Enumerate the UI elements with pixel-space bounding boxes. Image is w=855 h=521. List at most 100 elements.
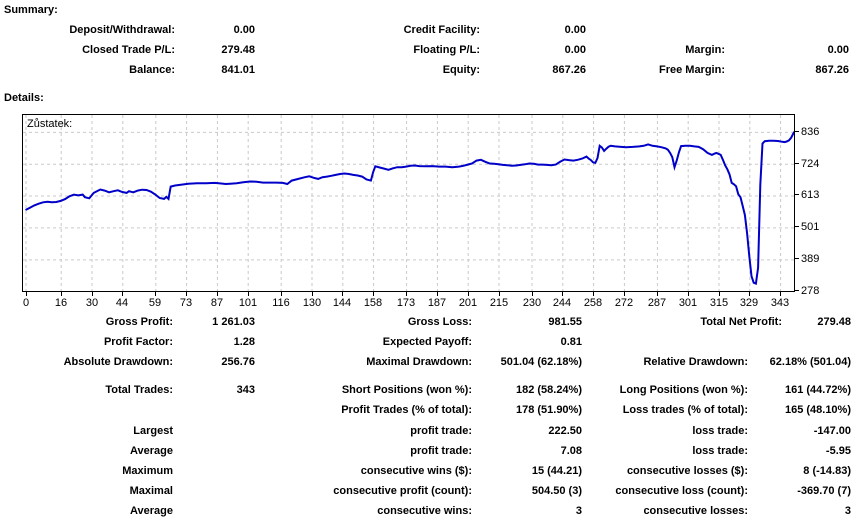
detail-value: 279.48 bbox=[817, 316, 851, 328]
y-tick-label: 278 bbox=[801, 285, 820, 297]
x-tick-label: 343 bbox=[770, 297, 790, 309]
x-tick-mark bbox=[624, 292, 625, 296]
detail-value: 343 bbox=[236, 384, 255, 396]
detail-label: Profit Trades (% of total): bbox=[341, 404, 472, 416]
detail-value: 178 (51.90%) bbox=[515, 404, 582, 416]
summary-value: 867.26 bbox=[815, 64, 849, 76]
detail-value: 222.50 bbox=[548, 425, 582, 437]
x-tick-label: 215 bbox=[489, 297, 509, 309]
x-tick-mark bbox=[749, 292, 750, 296]
summary-label: Floating P/L: bbox=[413, 44, 480, 56]
details-title: Details: bbox=[4, 92, 44, 104]
x-tick-label: 130 bbox=[302, 297, 322, 309]
x-tick-label: 59 bbox=[148, 297, 162, 309]
detail-label: Absolute Drawdown: bbox=[63, 356, 173, 368]
detail-value: 0.81 bbox=[560, 336, 582, 348]
y-tick-mark bbox=[795, 163, 799, 164]
summary-label: Deposit/Withdrawal: bbox=[69, 24, 175, 36]
detail-label: Total Net Profit: bbox=[700, 316, 782, 328]
summary-label: Free Margin: bbox=[658, 64, 725, 76]
detail-value: 504.50 (3) bbox=[531, 485, 582, 497]
summary-value: 279.48 bbox=[221, 44, 255, 56]
detail-label: profit trade: bbox=[410, 445, 472, 457]
x-tick-mark bbox=[437, 292, 438, 296]
x-tick-mark bbox=[122, 292, 123, 296]
detail-value: 165 (48.10%) bbox=[784, 404, 851, 416]
summary-label: Margin: bbox=[685, 44, 725, 56]
detail-label: Maximal Drawdown: bbox=[366, 356, 472, 368]
detail-label: consecutive losses ($): bbox=[626, 465, 748, 477]
detail-value: 981.55 bbox=[548, 316, 582, 328]
detail-label: Short Positions (won %): bbox=[341, 384, 472, 396]
y-tick-label: 724 bbox=[801, 158, 820, 170]
summary-value: 0.00 bbox=[564, 24, 586, 36]
y-tick-mark bbox=[795, 194, 799, 195]
x-tick-mark bbox=[468, 292, 469, 296]
detail-value: 3 bbox=[844, 505, 851, 517]
x-tick-mark bbox=[342, 292, 343, 296]
detail-value: 1.28 bbox=[233, 336, 255, 348]
x-tick-mark bbox=[186, 292, 187, 296]
x-tick-mark bbox=[373, 292, 374, 296]
x-tick-mark bbox=[719, 292, 720, 296]
detail-value: 182 (58.24%) bbox=[515, 384, 582, 396]
summary-label: Equity: bbox=[442, 64, 480, 76]
detail-value: 1 261.03 bbox=[212, 316, 255, 328]
detail-label: Maximal bbox=[129, 485, 173, 497]
x-tick-mark bbox=[657, 292, 658, 296]
detail-value: 256.76 bbox=[221, 356, 255, 368]
balance-chart-canvas bbox=[23, 115, 797, 291]
detail-label: consecutive wins ($): bbox=[360, 465, 472, 477]
y-tick-mark bbox=[795, 226, 799, 227]
x-tick-mark bbox=[248, 292, 249, 296]
x-tick-label: 101 bbox=[238, 297, 258, 309]
detail-label: Long Positions (won %): bbox=[619, 384, 748, 396]
detail-label: Total Trades: bbox=[105, 384, 173, 396]
x-tick-label: 116 bbox=[272, 297, 290, 309]
x-tick-label: 287 bbox=[647, 297, 667, 309]
detail-label: Profit Factor: bbox=[103, 336, 173, 348]
x-tick-mark bbox=[281, 292, 282, 296]
summary-value: 867.26 bbox=[552, 64, 586, 76]
detail-label: Loss trades (% of total): bbox=[622, 404, 748, 416]
x-tick-mark bbox=[688, 292, 689, 296]
detail-label: loss trade: bbox=[692, 425, 748, 437]
x-tick-label: 158 bbox=[363, 297, 383, 309]
detail-label: Expected Payoff: bbox=[382, 336, 472, 348]
x-tick-label: 187 bbox=[427, 297, 447, 309]
x-tick-label: 301 bbox=[678, 297, 698, 309]
x-tick-mark bbox=[61, 292, 62, 296]
x-tick-mark bbox=[499, 292, 500, 296]
summary-label: Credit Facility: bbox=[403, 24, 480, 36]
x-tick-mark bbox=[780, 292, 781, 296]
detail-label: consecutive profit (count): bbox=[333, 485, 472, 497]
detail-label: Average bbox=[129, 445, 173, 457]
detail-label: Gross Profit: bbox=[105, 316, 173, 328]
detail-value: 7.08 bbox=[560, 445, 582, 457]
y-tick-mark bbox=[795, 131, 799, 132]
x-tick-label: 258 bbox=[583, 297, 603, 309]
detail-label: consecutive wins: bbox=[377, 505, 472, 517]
detail-label: consecutive losses: bbox=[643, 505, 748, 517]
x-tick-label: 16 bbox=[54, 297, 68, 309]
x-tick-label: 87 bbox=[210, 297, 224, 309]
detail-label: profit trade: bbox=[410, 425, 472, 437]
x-tick-mark bbox=[312, 292, 313, 296]
y-tick-label: 389 bbox=[801, 253, 820, 265]
detail-value: -5.95 bbox=[825, 445, 851, 457]
summary-label: Closed Trade P/L: bbox=[82, 44, 175, 56]
x-tick-label: 329 bbox=[739, 297, 759, 309]
detail-value: -369.70 (7) bbox=[797, 485, 851, 497]
x-tick-label: 315 bbox=[709, 297, 729, 309]
x-tick-label: 30 bbox=[85, 297, 99, 309]
x-tick-mark bbox=[155, 292, 156, 296]
x-tick-label: 201 bbox=[458, 297, 478, 309]
x-tick-label: 144 bbox=[332, 297, 352, 309]
x-tick-label: 44 bbox=[115, 297, 129, 309]
detail-label: loss trade: bbox=[692, 445, 748, 457]
detail-value: 15 (44.21) bbox=[531, 465, 582, 477]
summary-title: Summary: bbox=[4, 4, 58, 16]
x-tick-mark bbox=[406, 292, 407, 296]
detail-value: 161 (44.72%) bbox=[784, 384, 851, 396]
detail-value: 8 (-14.83) bbox=[803, 465, 851, 477]
